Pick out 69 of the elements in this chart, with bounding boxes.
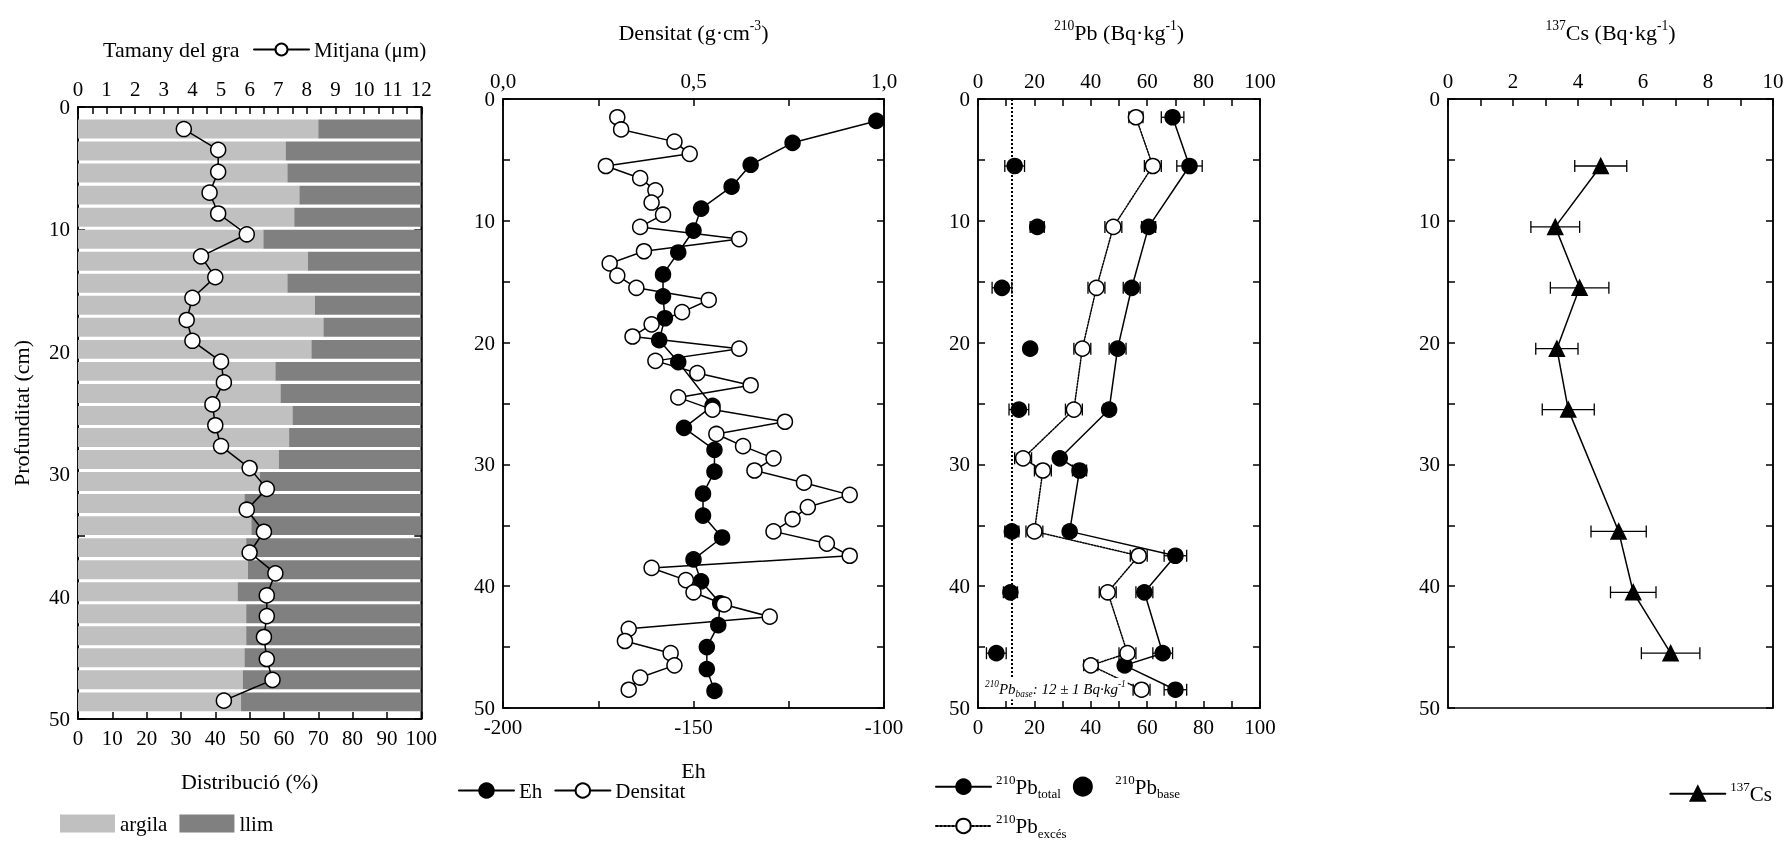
y-tick-label: 50: [1419, 696, 1440, 720]
x-axis-title: Distribució (%): [180, 768, 319, 794]
x2-tick-label: 40: [1080, 68, 1102, 93]
x-tick-label: 20: [1023, 714, 1045, 739]
x-tick-label: -100: [864, 714, 904, 739]
x2-tick-label: 6: [1637, 68, 1649, 93]
x-tick-label: 80: [342, 725, 364, 750]
y-tick-label: 30: [49, 462, 70, 487]
x2-tick-label: 2: [1507, 68, 1519, 93]
y-tick-label: 10: [1419, 208, 1440, 233]
x-tick-label: 10: [101, 725, 123, 750]
y-tick-label: 30: [949, 452, 970, 477]
y-tick-label: 40: [949, 574, 970, 599]
x2-tick-label: 9: [330, 76, 341, 101]
x-tick-label: 50: [239, 725, 261, 750]
x-tick-label: 30: [170, 725, 192, 750]
x2-tick-label: 10: [353, 76, 375, 101]
x2-tick-label: 5: [215, 76, 227, 101]
x2-tick-label: 60: [1136, 68, 1158, 93]
y-tick-label: 10: [474, 208, 495, 233]
y-tick-label: 50: [949, 696, 970, 720]
x-tick-label: 40: [204, 725, 226, 750]
x-tick-label: 20: [136, 725, 158, 750]
x2-tick-label: 0,5: [680, 68, 707, 93]
y-axis-title: Profunditat (cm): [9, 339, 35, 487]
x2-tick-label: 1: [101, 76, 112, 101]
x2-tick-label: 1,0: [870, 68, 898, 93]
x2-tick-label: 4: [187, 76, 199, 101]
x-tick-label: -150: [674, 714, 713, 739]
y-tick-label: 40: [474, 574, 495, 599]
x2-tick-label: 12: [410, 76, 432, 101]
x2-tick-label: 4: [1572, 68, 1584, 93]
legend-label: argila: [120, 811, 169, 836]
legend-title: Tamany del gra: [103, 36, 240, 62]
y-tick-label: 10: [949, 208, 970, 233]
x2-tick-label: 3: [158, 76, 170, 101]
x2-tick-label: 8: [301, 76, 313, 101]
y-tick-label: 20: [49, 339, 70, 364]
x-tick-label: 60: [273, 725, 295, 750]
y-tick-label: 10: [49, 217, 70, 242]
x-tick-label: 90: [376, 725, 398, 750]
y-tick-label: 30: [474, 452, 495, 477]
y-tick-label: 20: [1419, 330, 1440, 355]
y-tick-label: 30: [1419, 452, 1440, 477]
legend-label: Eh: [519, 778, 543, 803]
x2-tick-label: 11: [382, 76, 403, 101]
x2-tick-label: 7: [272, 76, 284, 101]
legend-label: llim: [239, 811, 274, 836]
y-tick-label: 20: [949, 330, 970, 355]
y-tick-label: 0: [59, 95, 70, 119]
x-tick-label: 40: [1080, 714, 1102, 739]
x2-tick-label: 8: [1702, 68, 1714, 93]
y-tick-label: 0: [1429, 87, 1440, 111]
x2-tick-label: 20: [1023, 68, 1045, 93]
x2-tick-label: 6: [244, 76, 255, 101]
y-tick-label: 0: [959, 87, 970, 111]
legend-label: Mitjana (μm): [314, 37, 427, 62]
x-tick-label: 100: [405, 725, 437, 750]
x2-tick-label: 10: [1762, 68, 1784, 93]
y-tick-label: 40: [49, 584, 70, 609]
y-tick-label: 20: [474, 330, 495, 355]
x-tick-label: 70: [307, 725, 329, 750]
x2-tick-label: 80: [1193, 68, 1215, 93]
x-tick-label: 100: [1244, 714, 1276, 739]
x2-tick-label: 2: [129, 76, 141, 101]
y-tick-label: 40: [1419, 574, 1440, 599]
x-tick-label: 80: [1193, 714, 1215, 739]
x2-tick-label: 100: [1244, 68, 1276, 93]
x-tick-label: 60: [1136, 714, 1158, 739]
